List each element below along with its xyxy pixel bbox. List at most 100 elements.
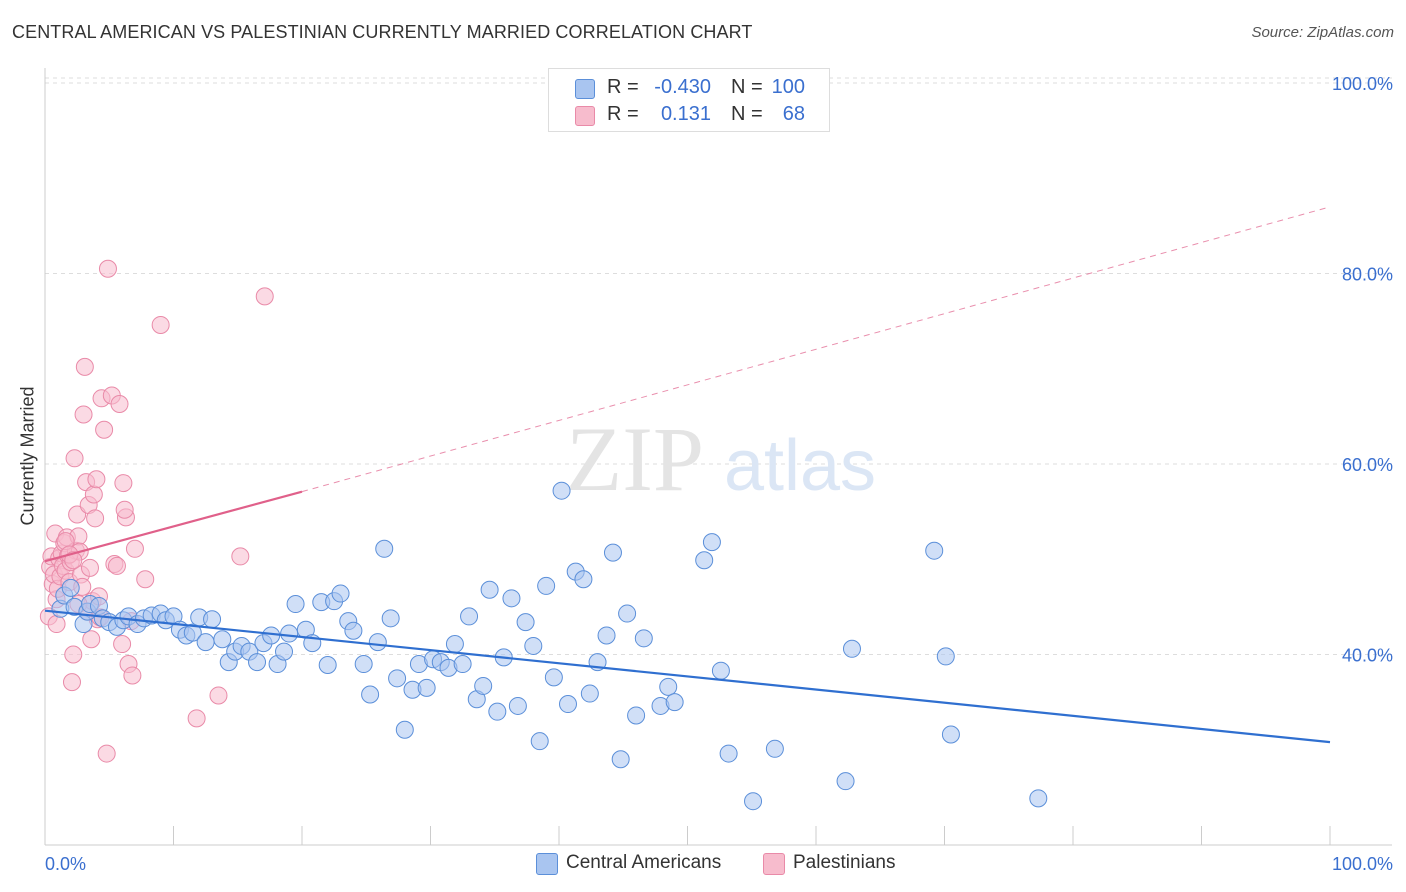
grid-lines bbox=[45, 77, 1392, 656]
point-central-americans bbox=[203, 610, 222, 629]
y-tick-label: 40.0% bbox=[1342, 646, 1393, 666]
point-central-americans bbox=[508, 696, 527, 715]
y-tick-label: 100.0% bbox=[1332, 74, 1393, 94]
point-central-americans bbox=[711, 661, 730, 680]
trend-extension-palestinians bbox=[301, 206, 1331, 493]
point-central-americans bbox=[695, 551, 714, 570]
point-central-americans bbox=[941, 725, 960, 744]
watermark-atlas: atlas bbox=[724, 426, 876, 506]
point-palestinians bbox=[115, 500, 134, 519]
legend-n-label: N = bbox=[731, 103, 763, 125]
stats-legend: R = -0.430 N = 100 R = 0.131 N = 68 bbox=[548, 68, 830, 132]
point-palestinians bbox=[107, 556, 126, 575]
point-central-americans bbox=[474, 676, 493, 695]
point-palestinians bbox=[114, 474, 133, 493]
point-central-americans bbox=[580, 684, 599, 703]
point-palestinians bbox=[80, 558, 99, 577]
point-central-americans bbox=[361, 685, 380, 704]
legend-n-value: 100 bbox=[771, 76, 805, 98]
point-palestinians bbox=[82, 630, 101, 649]
point-central-americans bbox=[524, 636, 543, 655]
point-central-americans bbox=[744, 792, 763, 811]
point-palestinians bbox=[97, 744, 116, 763]
legend-swatch-blue bbox=[575, 79, 595, 99]
point-palestinians bbox=[110, 395, 129, 414]
point-central-americans bbox=[1029, 789, 1048, 808]
trend-lines bbox=[44, 206, 1331, 744]
point-palestinians bbox=[75, 357, 94, 376]
point-central-americans bbox=[719, 744, 738, 763]
point-central-americans bbox=[925, 541, 944, 560]
point-central-americans bbox=[213, 630, 232, 649]
point-central-americans bbox=[574, 570, 593, 589]
point-central-americans bbox=[344, 621, 363, 640]
point-palestinians bbox=[151, 315, 170, 334]
legend-row-palestinians: R = 0.131 N = 68 bbox=[549, 100, 829, 128]
legend-label: Central Americans bbox=[566, 852, 722, 873]
point-palestinians bbox=[62, 673, 81, 692]
watermark: ZIP atlas bbox=[566, 408, 876, 510]
series-central-americans bbox=[51, 481, 1048, 811]
point-central-americans bbox=[537, 576, 556, 595]
point-central-americans bbox=[61, 578, 80, 597]
point-central-americans bbox=[516, 613, 535, 632]
point-central-americans bbox=[765, 739, 784, 758]
point-central-americans bbox=[368, 633, 387, 652]
point-central-americans bbox=[453, 655, 472, 674]
point-palestinians bbox=[113, 635, 132, 654]
point-central-americans bbox=[445, 635, 464, 654]
legend-n-label: N = bbox=[731, 76, 763, 98]
point-palestinians bbox=[125, 539, 144, 558]
point-central-americans bbox=[480, 580, 499, 599]
point-central-americans bbox=[375, 539, 394, 558]
point-palestinians bbox=[74, 405, 93, 424]
point-central-americans bbox=[842, 639, 861, 658]
point-central-americans bbox=[395, 720, 414, 739]
point-central-americans bbox=[544, 668, 563, 687]
y-tick-label: 60.0% bbox=[1342, 455, 1393, 475]
legend-swatch-pink bbox=[763, 853, 785, 875]
point-central-americans bbox=[417, 678, 436, 697]
point-palestinians bbox=[187, 709, 206, 728]
point-central-americans bbox=[618, 604, 637, 623]
legend-r-value: -0.430 bbox=[654, 76, 711, 98]
point-central-americans bbox=[275, 642, 294, 661]
point-central-americans bbox=[388, 669, 407, 688]
point-central-americans bbox=[665, 693, 684, 712]
point-central-americans bbox=[597, 626, 616, 645]
point-palestinians bbox=[255, 287, 274, 306]
point-palestinians bbox=[64, 551, 83, 570]
point-central-americans bbox=[702, 533, 721, 552]
point-central-americans bbox=[502, 589, 521, 608]
legend-r-label: R = bbox=[607, 103, 639, 125]
trend-line-palestinians bbox=[44, 490, 303, 563]
point-central-americans bbox=[836, 772, 855, 791]
source-label: Source: ZipAtlas.com bbox=[1251, 24, 1394, 41]
trend-line-central-americans bbox=[44, 609, 1331, 744]
point-central-americans bbox=[280, 624, 299, 643]
point-central-americans bbox=[381, 609, 400, 628]
legend-r-label: R = bbox=[607, 76, 639, 98]
point-palestinians bbox=[86, 509, 105, 528]
point-central-americans bbox=[530, 732, 549, 751]
legend-row-central-americans: R = -0.430 N = 100 bbox=[549, 73, 829, 101]
y-tick-label: 80.0% bbox=[1342, 265, 1393, 285]
point-central-americans bbox=[183, 623, 202, 642]
axes bbox=[44, 68, 1392, 846]
legend-swatch-blue bbox=[536, 853, 558, 875]
series-palestinians bbox=[39, 259, 274, 763]
point-palestinians bbox=[98, 259, 117, 278]
point-palestinians bbox=[84, 485, 103, 504]
point-central-americans bbox=[659, 677, 678, 696]
point-central-americans bbox=[488, 702, 507, 721]
point-central-americans bbox=[354, 655, 373, 674]
point-palestinians bbox=[65, 449, 84, 468]
point-palestinians bbox=[136, 570, 155, 589]
point-palestinians bbox=[123, 666, 142, 685]
chart-title: CENTRAL AMERICAN VS PALESTINIAN CURRENTL… bbox=[12, 22, 753, 42]
point-central-americans bbox=[603, 543, 622, 562]
x-tick-label-max: 100.0% bbox=[1332, 854, 1393, 874]
point-central-americans bbox=[627, 706, 646, 725]
point-central-americans bbox=[248, 653, 267, 672]
